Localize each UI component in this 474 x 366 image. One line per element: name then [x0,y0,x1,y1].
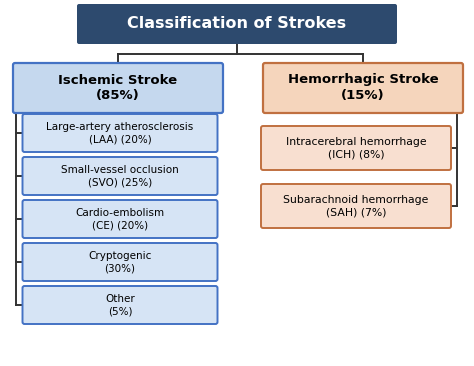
FancyBboxPatch shape [22,200,218,238]
FancyBboxPatch shape [261,126,451,170]
FancyBboxPatch shape [22,157,218,195]
Text: Small-vessel occlusion
(SVO) (25%): Small-vessel occlusion (SVO) (25%) [61,165,179,187]
Text: Cardio-embolism
(CE) (20%): Cardio-embolism (CE) (20%) [75,208,164,230]
Text: Hemorrhagic Stroke
(15%): Hemorrhagic Stroke (15%) [288,74,438,102]
FancyBboxPatch shape [263,63,463,113]
FancyBboxPatch shape [261,184,451,228]
Text: Ischemic Stroke
(85%): Ischemic Stroke (85%) [58,74,178,102]
Text: Classification of Strokes: Classification of Strokes [128,16,346,31]
Text: Large-artery atherosclerosis
(LAA) (20%): Large-artery atherosclerosis (LAA) (20%) [46,122,193,144]
Text: Other
(5%): Other (5%) [105,294,135,316]
FancyBboxPatch shape [22,114,218,152]
FancyBboxPatch shape [13,63,223,113]
Text: Cryptogenic
(30%): Cryptogenic (30%) [88,251,152,273]
Text: Intracerebral hemorrhage
(ICH) (8%): Intracerebral hemorrhage (ICH) (8%) [286,137,426,159]
FancyBboxPatch shape [22,286,218,324]
FancyBboxPatch shape [77,4,397,44]
FancyBboxPatch shape [22,243,218,281]
Text: Subarachnoid hemorrhage
(SAH) (7%): Subarachnoid hemorrhage (SAH) (7%) [283,195,428,217]
